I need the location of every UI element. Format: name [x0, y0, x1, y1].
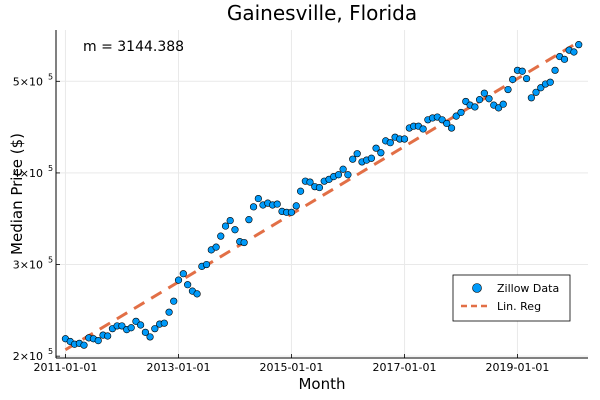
- data-point: [202, 260, 211, 269]
- data-point: [217, 232, 225, 240]
- data-point: [245, 216, 253, 224]
- data-point: [457, 108, 465, 117]
- y-tick-label: 3×10: [13, 259, 43, 272]
- data-point: [296, 187, 305, 195]
- data-point: [443, 119, 451, 128]
- x-tick-label: 2013-01-01: [147, 361, 211, 374]
- data-point: [475, 96, 484, 104]
- axes: [55, 30, 588, 359]
- data-point: [551, 66, 559, 74]
- labels: 2011-01-01 2013-01-01 2015-01-01 2017-01-01…: [8, 1, 549, 393]
- data-point: [146, 333, 154, 341]
- x-tick-label: 2015-01-01: [259, 361, 323, 374]
- legend-label-scatter: Zillow Data: [497, 282, 559, 295]
- data-point: [240, 238, 248, 247]
- y-tick-exponent: 5: [48, 347, 53, 356]
- data-point: [518, 67, 526, 75]
- data-point: [560, 55, 569, 63]
- data-point: [494, 104, 503, 112]
- y-axis-label: Median Price ($): [8, 133, 26, 255]
- data-point: [349, 155, 357, 163]
- data-point: [400, 135, 409, 143]
- data-point: [212, 243, 220, 251]
- data-point: [273, 200, 281, 208]
- data-point: [118, 322, 126, 330]
- data-point: [141, 328, 150, 336]
- data-point: [452, 112, 460, 120]
- x-tick-label: 2011-01-01: [33, 361, 97, 374]
- data-point: [184, 281, 192, 289]
- data-point: [292, 202, 300, 210]
- chart-title: Gainesville, Florida: [227, 1, 417, 25]
- data-point: [334, 171, 343, 179]
- data-point: [419, 125, 427, 133]
- data-point: [160, 319, 168, 327]
- y-tick-exponent: 5: [48, 256, 53, 265]
- slope-annotation: m = 3144.388: [83, 39, 184, 55]
- data-point: [170, 297, 178, 305]
- y-tick-label: 5×10: [13, 75, 43, 88]
- grid: [56, 30, 588, 358]
- data-point: [287, 208, 296, 216]
- data-point: [104, 332, 112, 340]
- data-point: [193, 290, 201, 298]
- data-point: [315, 183, 324, 192]
- data-point: [344, 171, 352, 179]
- data-point: [438, 116, 446, 124]
- legend-box: [452, 274, 571, 322]
- y-tick-exponent: 5: [48, 164, 53, 173]
- data-point: [522, 74, 531, 83]
- legend: Zillow Data Lin. Reg: [452, 274, 571, 322]
- data-point: [94, 336, 102, 345]
- x-tick-label: 2019-01-01: [485, 361, 549, 374]
- data-point: [504, 85, 512, 94]
- x-axis-label: Month: [298, 375, 345, 393]
- data-point: [537, 84, 545, 92]
- x-tick-label: 2017-01-01: [373, 361, 437, 374]
- data-point: [137, 321, 145, 329]
- data-point: [367, 154, 376, 162]
- y-tick-label: 4×10: [13, 167, 43, 180]
- data-point: [339, 165, 347, 173]
- data-point: [532, 88, 540, 96]
- data-point: [306, 178, 314, 186]
- y-tick-label: 2×10: [13, 350, 43, 363]
- data-point: [231, 226, 239, 234]
- data-point: [499, 100, 507, 108]
- legend-marker-scatter: [472, 283, 482, 293]
- data-point: [132, 317, 140, 325]
- data-point: [353, 150, 361, 158]
- data-point: [575, 41, 583, 49]
- data-point: [527, 94, 535, 102]
- data-point: [546, 78, 554, 86]
- data-point: [471, 103, 479, 111]
- plot-area: [61, 40, 583, 352]
- data-point: [254, 194, 262, 203]
- data-point: [249, 203, 258, 211]
- data-point: [386, 139, 394, 147]
- data-point: [226, 216, 234, 225]
- y-tick-exponent: 5: [48, 72, 53, 81]
- data-point: [80, 341, 88, 349]
- data-point: [447, 124, 456, 132]
- data-point: [485, 95, 493, 103]
- data-point: [509, 75, 517, 84]
- data-point: [165, 308, 173, 316]
- data-point: [127, 324, 135, 332]
- legend-label-line: Lin. Reg: [497, 300, 541, 313]
- data-point: [151, 325, 159, 333]
- data-point: [179, 270, 187, 278]
- data-point: [480, 89, 488, 97]
- data-point: [377, 149, 385, 157]
- data-point: [570, 48, 578, 56]
- data-point: [174, 276, 183, 284]
- data-point: [372, 144, 380, 152]
- data-point: [221, 222, 230, 230]
